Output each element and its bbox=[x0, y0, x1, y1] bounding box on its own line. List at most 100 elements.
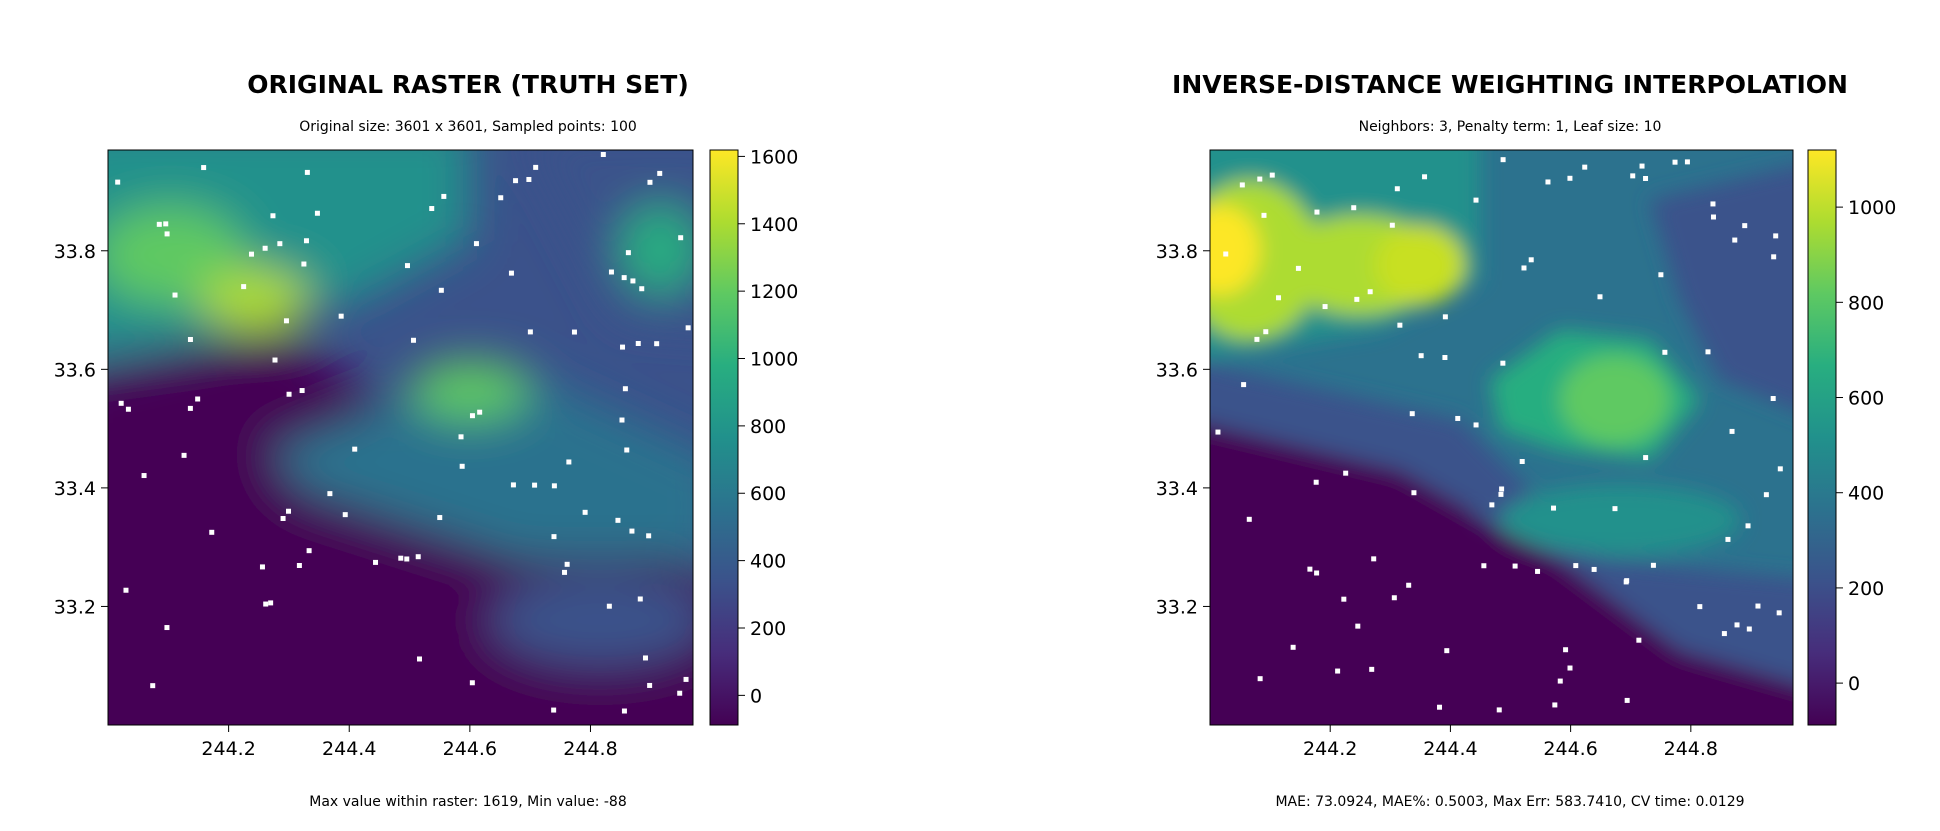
left-sample-point bbox=[621, 708, 627, 714]
right-sample-point bbox=[1489, 502, 1495, 508]
right-sample-point bbox=[1528, 257, 1534, 263]
right-sample-point bbox=[1597, 294, 1603, 300]
left-colorbar bbox=[709, 149, 739, 726]
left-colorbar-tick-label: 200 bbox=[750, 618, 786, 640]
right-colorbar-tick-label: 400 bbox=[1848, 483, 1884, 505]
right-sample-point bbox=[1313, 479, 1319, 485]
left-sample-point bbox=[263, 601, 269, 607]
left-sample-point bbox=[527, 329, 533, 335]
left-sample-point bbox=[513, 178, 519, 184]
left-sample-point bbox=[647, 179, 653, 185]
left-colorbar-tick-label: 1600 bbox=[750, 146, 798, 168]
left-heatmap bbox=[108, 150, 693, 725]
right-sample-point bbox=[1496, 707, 1502, 713]
right-sample-point bbox=[1582, 164, 1588, 170]
right-sample-point bbox=[1290, 644, 1296, 650]
left-sample-point bbox=[564, 561, 570, 567]
right-sample-point bbox=[1567, 175, 1573, 181]
right-core bbox=[1210, 205, 1260, 295]
right-sample-point bbox=[1658, 272, 1664, 278]
left-sample-point bbox=[338, 313, 344, 319]
right-sample-point bbox=[1371, 556, 1377, 562]
left-sample-point bbox=[624, 447, 630, 453]
left-y-tick-label: 33.2 bbox=[54, 596, 96, 618]
left-ridge bbox=[410, 360, 530, 420]
right-sample-point bbox=[1643, 455, 1649, 461]
right-axes-frame bbox=[1209, 149, 1794, 726]
left-sample-point bbox=[187, 405, 193, 411]
right-sample-points bbox=[1215, 157, 1783, 713]
left-sample-point bbox=[685, 325, 691, 331]
right-sample-point bbox=[1444, 648, 1450, 654]
right-chart-title: INVERSE-DISTANCE WEIGHTING INTERPOLATION bbox=[1172, 70, 1848, 99]
left-sample-point bbox=[277, 241, 283, 247]
left-sample-point bbox=[181, 452, 187, 458]
left-sample-point bbox=[600, 151, 606, 157]
left-sample-point bbox=[654, 341, 660, 347]
left-sample-point bbox=[630, 278, 636, 284]
right-sample-point bbox=[1391, 595, 1397, 601]
right-sample-point bbox=[1442, 314, 1448, 320]
left-sample-point bbox=[429, 206, 435, 212]
left-y-tick-label: 33.8 bbox=[54, 241, 96, 263]
left-chart-subtitle: Original size: 3601 x 3601, Sampled poin… bbox=[299, 119, 637, 135]
left-y-tick-label: 33.6 bbox=[54, 359, 96, 381]
left-x-tick-label: 244.2 bbox=[201, 738, 255, 760]
left-sample-point bbox=[306, 548, 312, 554]
left-sample-point bbox=[141, 473, 147, 479]
right-sample-point bbox=[1512, 563, 1518, 569]
right-sample-point bbox=[1745, 523, 1751, 529]
right-y-tick-label: 33.8 bbox=[1156, 241, 1198, 263]
left-sample-point bbox=[646, 533, 652, 539]
left-sample-point bbox=[608, 269, 614, 275]
right-sample-point bbox=[1276, 295, 1282, 301]
left-sample-point bbox=[156, 221, 162, 227]
right-sample-point bbox=[1394, 186, 1400, 192]
left-colorbar-tick-label: 600 bbox=[750, 483, 786, 505]
right-sample-point bbox=[1771, 254, 1777, 260]
right-sample-point bbox=[1672, 159, 1678, 165]
right-sample-point bbox=[1742, 223, 1748, 229]
left-sample-point bbox=[637, 596, 643, 602]
left-sample-point bbox=[683, 676, 689, 682]
left-sample-point bbox=[270, 213, 276, 219]
left-sample-point bbox=[404, 263, 410, 269]
left-sample-point bbox=[533, 164, 539, 170]
right-sample-point bbox=[1246, 516, 1252, 522]
right-sample-point bbox=[1552, 702, 1558, 708]
right-sample-point bbox=[1409, 411, 1415, 417]
left-sample-point bbox=[551, 534, 557, 540]
right-sample-point bbox=[1254, 336, 1260, 342]
left-sample-point bbox=[187, 336, 193, 342]
left-sample-point bbox=[606, 603, 612, 609]
right-sample-point bbox=[1367, 289, 1373, 295]
left-sample-point bbox=[473, 241, 479, 247]
left-sample-point bbox=[172, 292, 178, 298]
right-sample-point bbox=[1639, 163, 1645, 169]
right-sample-point bbox=[1263, 329, 1269, 335]
left-sample-point bbox=[150, 683, 156, 689]
right-sample-point bbox=[1563, 647, 1569, 653]
right-sample-point bbox=[1397, 322, 1403, 328]
left-sample-point bbox=[526, 176, 532, 182]
right-chart-subtitle: Neighbors: 3, Penalty term: 1, Leaf size… bbox=[1358, 119, 1662, 135]
right-sample-point bbox=[1295, 265, 1301, 271]
left-sample-point bbox=[639, 286, 645, 292]
right-sample-point bbox=[1763, 492, 1769, 498]
right-colorbar-tick-label: 600 bbox=[1848, 388, 1884, 410]
left-colorbar-tick-label: 400 bbox=[750, 551, 786, 573]
left-sample-point bbox=[621, 275, 627, 281]
right-sample-point bbox=[1773, 233, 1779, 239]
right-sample-point bbox=[1710, 201, 1716, 207]
right-sample-point bbox=[1442, 355, 1448, 361]
left-sample-point bbox=[123, 587, 129, 593]
left-sample-point bbox=[571, 329, 577, 335]
left-sample-point bbox=[241, 284, 247, 290]
right-sample-point bbox=[1573, 563, 1579, 569]
left-east-hill bbox=[620, 205, 693, 295]
right-sample-point bbox=[1567, 665, 1573, 671]
left-sample-point bbox=[268, 600, 274, 606]
left-colorbar-tick-label: 1400 bbox=[750, 214, 798, 236]
left-sample-point bbox=[248, 251, 254, 257]
right-sample-point bbox=[1314, 209, 1320, 215]
